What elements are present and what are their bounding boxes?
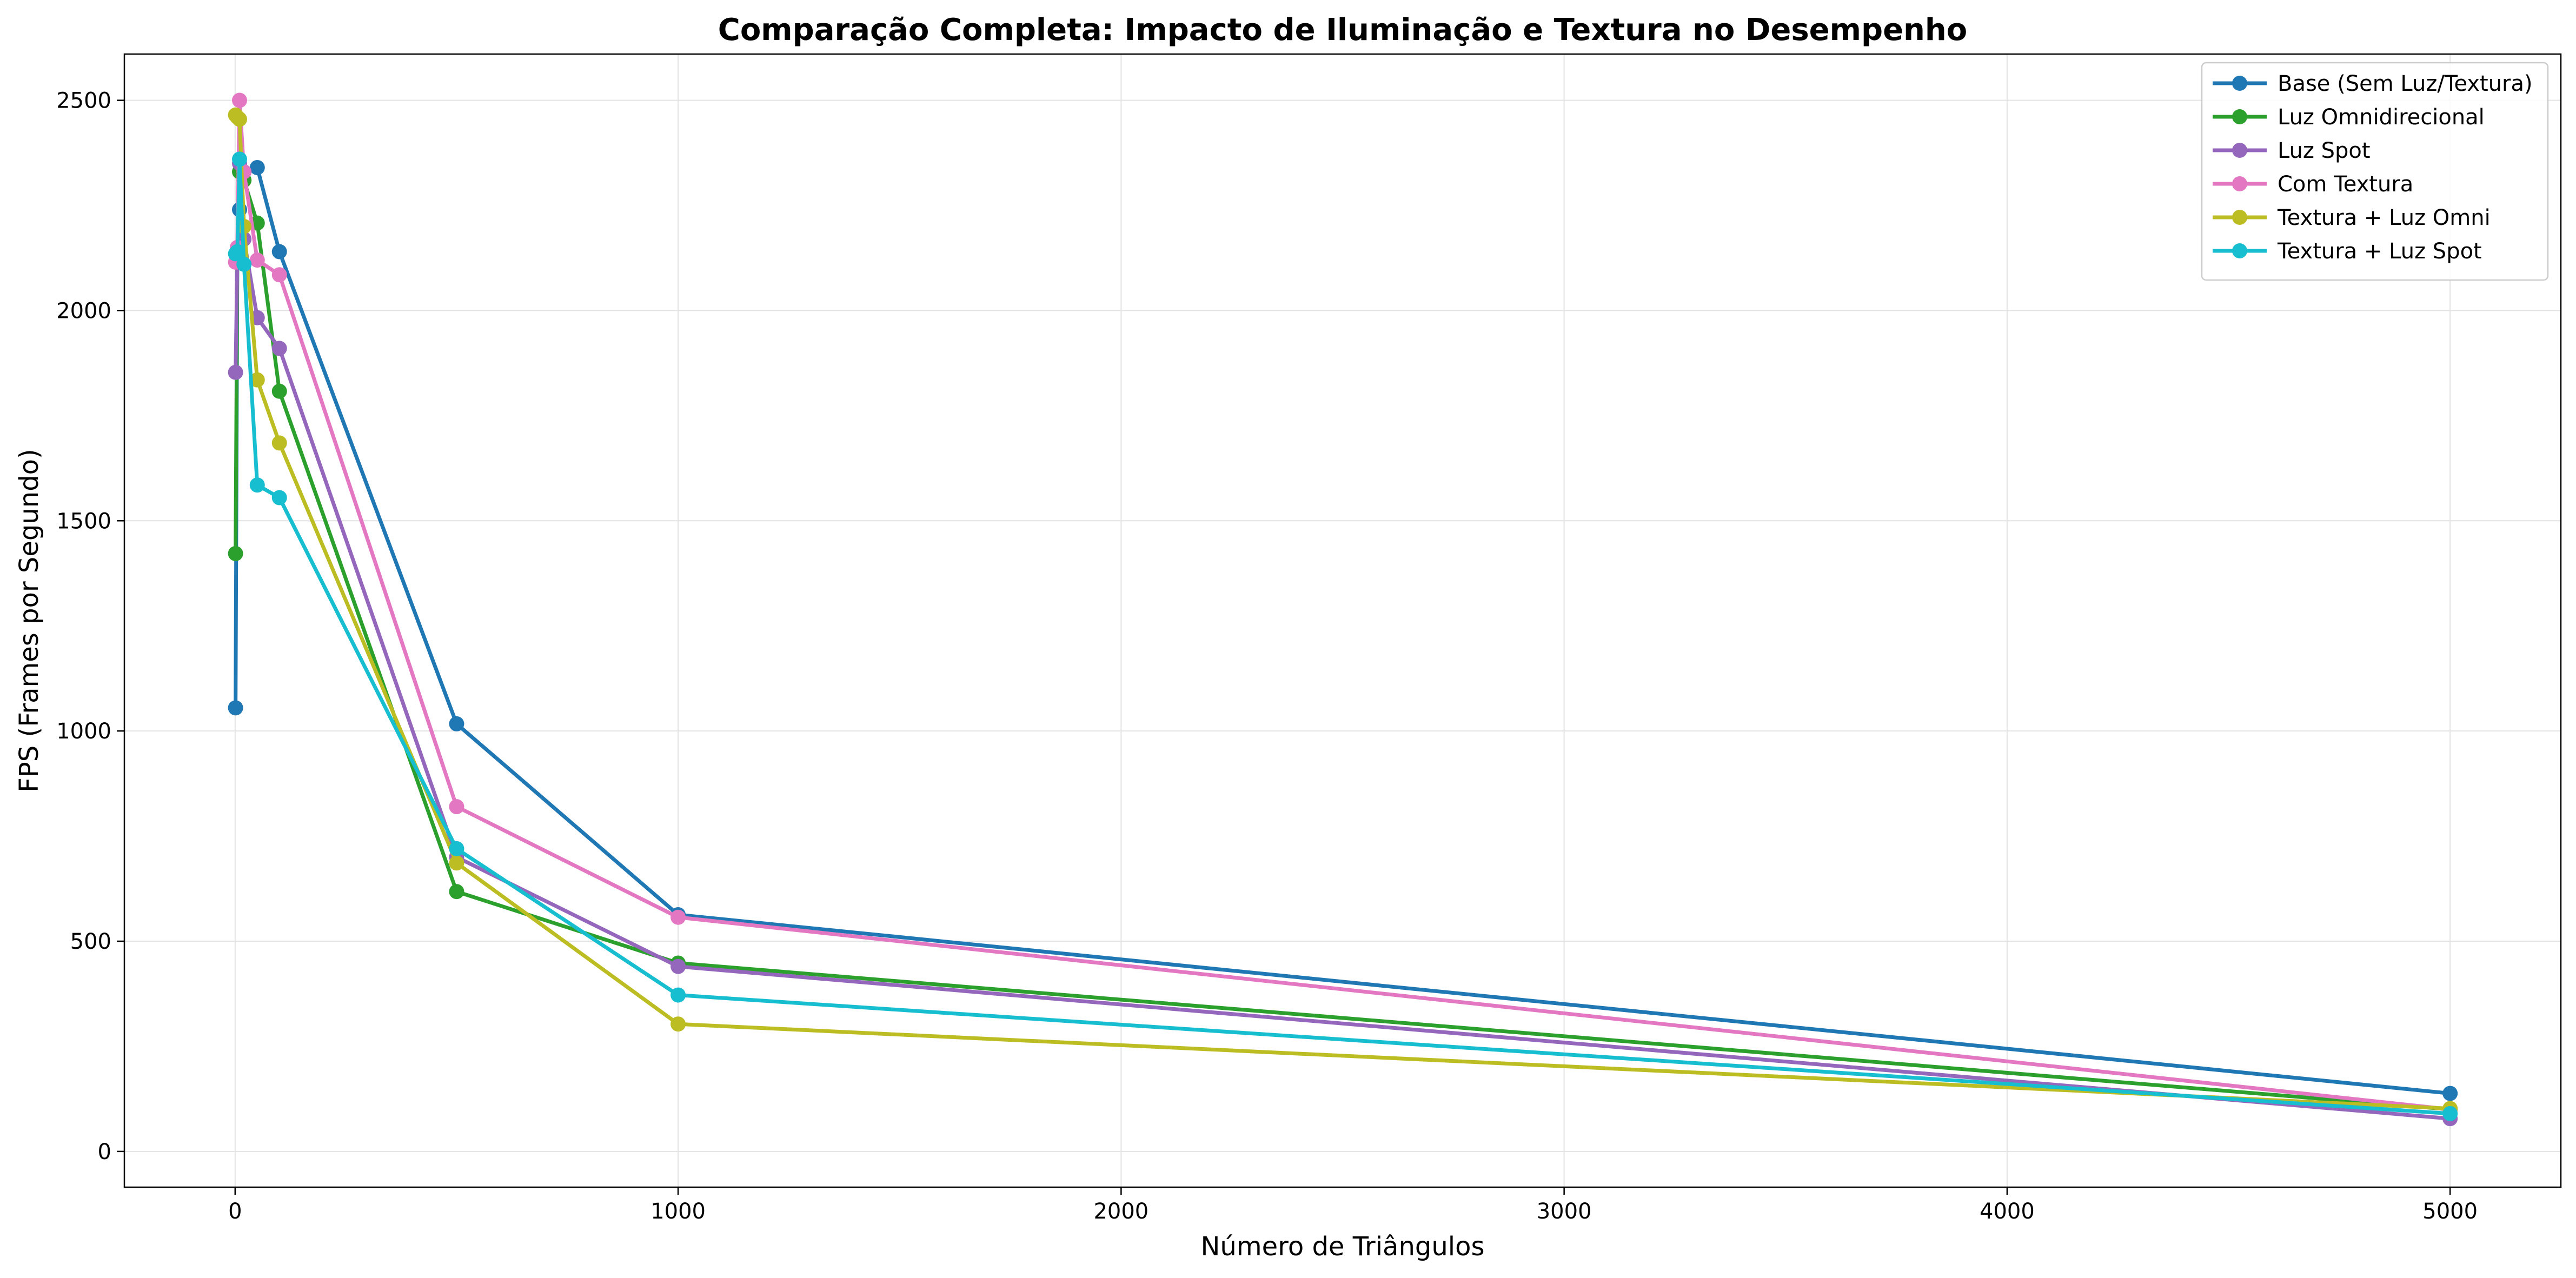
y-axis-label: FPS (Frames por Segundo)	[14, 449, 44, 793]
data-point	[449, 841, 464, 856]
series-6	[228, 151, 2458, 1121]
data-point	[232, 92, 248, 108]
legend-swatch-marker	[2232, 76, 2247, 91]
data-point	[449, 799, 464, 815]
legend-item: Luz Spot	[2213, 138, 2371, 163]
data-point	[670, 909, 686, 925]
legend-label: Base (Sem Luz/Textura)	[2278, 71, 2533, 96]
x-tick-label: 4000	[1980, 1199, 2035, 1224]
x-axis-label: Número de Triângulos	[1201, 1232, 1485, 1262]
data-point	[229, 244, 245, 259]
data-point	[2442, 1086, 2458, 1101]
legend-item: Luz Omnidirecional	[2213, 105, 2485, 130]
y-tick-label: 2000	[56, 298, 111, 323]
legend-swatch-marker	[2232, 243, 2247, 258]
legend-label: Luz Omnidirecional	[2278, 105, 2485, 130]
data-point	[249, 477, 265, 493]
y-tick-label: 1000	[56, 719, 111, 744]
data-point	[449, 716, 464, 731]
y-tick-label: 2500	[56, 89, 111, 114]
x-tick-label: 0	[228, 1199, 242, 1224]
data-point	[670, 1016, 686, 1032]
chart-title: Comparação Completa: Impacto de Iluminaç…	[718, 12, 1968, 48]
legend-label: Luz Spot	[2278, 138, 2371, 163]
legend-item: Com Textura	[2213, 172, 2413, 197]
legend: Base (Sem Luz/Textura) Luz Omnidirecional…	[2201, 62, 2549, 281]
data-point	[228, 364, 243, 380]
grid	[124, 54, 2561, 1187]
data-point	[271, 383, 287, 399]
series-layer	[228, 92, 2458, 1127]
data-point	[271, 490, 287, 505]
legend-label: Textura + Luz Omni	[2277, 205, 2491, 230]
data-point	[271, 244, 287, 259]
legend-swatch-marker	[2232, 176, 2247, 191]
data-point	[271, 341, 287, 356]
data-point	[228, 545, 243, 561]
x-tick-label: 2000	[1093, 1199, 1148, 1224]
legend-swatch-marker	[2232, 210, 2247, 225]
x-tick-label: 1000	[650, 1199, 706, 1224]
legend-item: Textura + Luz Omni	[2213, 205, 2491, 230]
legend-swatch-marker	[2232, 143, 2247, 158]
data-point	[670, 958, 686, 974]
data-point	[249, 372, 265, 388]
plot-area-frame	[123, 53, 2562, 1188]
y-tick-label: 0	[98, 1140, 111, 1164]
legend-item: Base (Sem Luz/Textura)	[2213, 71, 2533, 96]
data-point	[449, 855, 464, 871]
data-point	[271, 267, 287, 283]
data-point	[232, 111, 248, 127]
data-point	[271, 435, 287, 451]
axis-ticks: 0 1000 2000 3000 4000 5000 0 500 1000 1500 2000 250…	[56, 89, 2478, 1224]
x-tick-label: 3000	[1537, 1199, 1592, 1224]
data-point	[449, 884, 464, 900]
legend-label: Textura + Luz Spot	[2277, 239, 2482, 264]
data-point	[670, 987, 686, 1003]
data-point	[249, 252, 265, 268]
y-tick-label: 500	[70, 929, 111, 954]
data-point	[236, 256, 252, 272]
legend-swatch-marker	[2232, 109, 2247, 124]
data-point	[228, 700, 243, 716]
x-tick-label: 5000	[2422, 1199, 2478, 1224]
data-point	[2442, 1106, 2458, 1121]
legend-label: Com Textura	[2278, 172, 2413, 197]
legend-item: Textura + Luz Spot	[2213, 239, 2482, 264]
data-point	[232, 151, 248, 167]
legend-box	[2201, 62, 2549, 281]
y-tick-label: 1500	[56, 509, 111, 534]
data-point	[249, 159, 265, 175]
